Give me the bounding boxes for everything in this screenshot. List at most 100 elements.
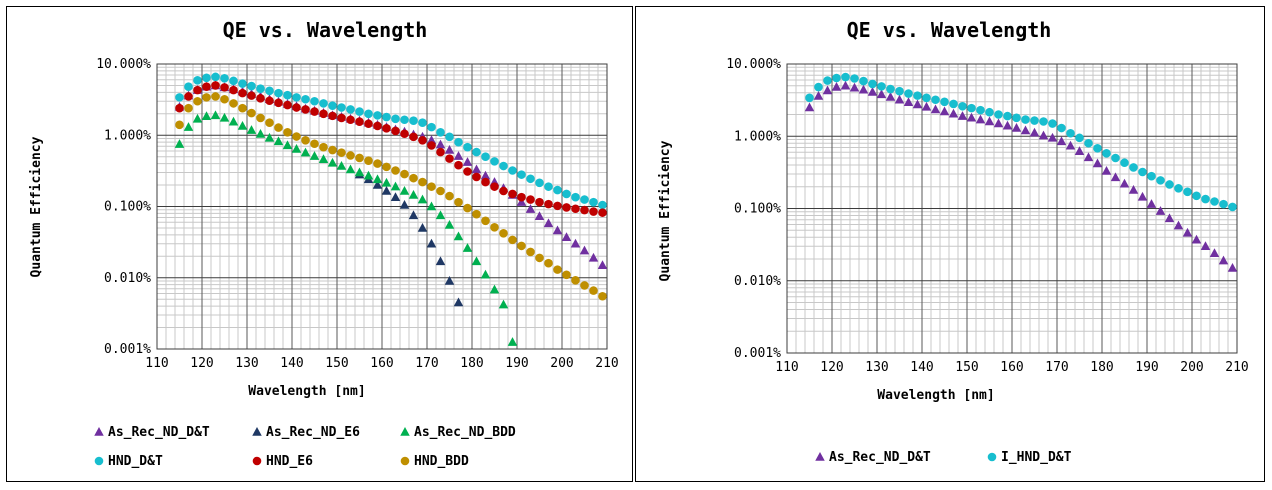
data-point bbox=[210, 110, 221, 120]
data-point bbox=[417, 222, 428, 232]
data-point bbox=[247, 91, 256, 100]
data-point bbox=[409, 132, 418, 142]
data-point bbox=[1011, 123, 1022, 132]
data-point bbox=[1093, 144, 1102, 153]
data-point bbox=[841, 72, 850, 82]
data-point bbox=[445, 191, 454, 201]
data-point bbox=[571, 192, 580, 202]
data-point bbox=[247, 81, 256, 91]
data-point bbox=[976, 105, 985, 115]
data-point bbox=[265, 118, 274, 128]
data-point bbox=[958, 101, 967, 111]
data-point bbox=[895, 86, 904, 96]
data-point bbox=[274, 123, 283, 132]
y-axis-label: Quantum Efficiency bbox=[29, 136, 44, 277]
data-point bbox=[1228, 202, 1237, 212]
data-point bbox=[1075, 133, 1084, 143]
data-point bbox=[1146, 199, 1157, 208]
series-2 bbox=[174, 110, 518, 346]
data-point bbox=[525, 204, 536, 213]
data-point bbox=[382, 162, 391, 172]
x-tick-label: 180 bbox=[1090, 360, 1113, 375]
legend: As_Rec_ND_D&T As_Rec_ND_E6 As_Rec_ND_BDD HN… bbox=[94, 425, 516, 469]
data-point bbox=[472, 172, 481, 182]
data-point bbox=[462, 243, 473, 252]
data-point bbox=[1164, 213, 1175, 223]
data-point bbox=[183, 122, 194, 131]
data-point bbox=[598, 200, 607, 210]
data-point bbox=[859, 76, 868, 86]
data-point bbox=[1129, 163, 1138, 172]
chart-panel-left: QE vs. Wavelength Wavelength [nm] Quantu… bbox=[6, 6, 633, 482]
legend-label: I_HND_D&T bbox=[1001, 450, 1072, 465]
data-point bbox=[184, 92, 193, 101]
data-point bbox=[336, 161, 347, 170]
legend-label: As_Rec_ND_BDD bbox=[414, 425, 516, 440]
data-point bbox=[975, 114, 986, 124]
data-point bbox=[489, 284, 500, 294]
x-axis-label: Wavelength [nm] bbox=[248, 384, 365, 399]
series-1 bbox=[805, 72, 1237, 212]
data-point bbox=[318, 154, 329, 164]
data-point bbox=[894, 94, 905, 104]
data-point bbox=[985, 107, 994, 117]
y-axis-label: Quantum Efficiency bbox=[658, 140, 673, 281]
data-point bbox=[310, 107, 319, 116]
data-point bbox=[1030, 116, 1039, 125]
data-point bbox=[355, 117, 364, 126]
data-point bbox=[579, 245, 590, 255]
data-point bbox=[507, 337, 518, 346]
data-point bbox=[382, 124, 391, 133]
data-point bbox=[543, 218, 554, 228]
data-point bbox=[571, 204, 580, 214]
grid bbox=[786, 63, 1238, 354]
x-tick-label: 130 bbox=[865, 360, 888, 375]
data-point bbox=[1110, 172, 1121, 182]
data-point bbox=[1183, 187, 1192, 197]
data-point bbox=[1003, 111, 1012, 121]
data-point bbox=[534, 211, 545, 220]
data-point bbox=[283, 90, 292, 100]
data-point bbox=[220, 83, 229, 92]
data-point bbox=[211, 72, 220, 82]
legend-label: HND_D&T bbox=[108, 454, 163, 469]
data-point bbox=[364, 119, 373, 129]
data-point bbox=[264, 132, 275, 142]
data-point bbox=[436, 128, 445, 137]
data-point bbox=[1227, 263, 1238, 272]
data-point bbox=[553, 185, 562, 195]
data-point bbox=[535, 197, 544, 207]
data-point bbox=[390, 181, 401, 191]
data-point bbox=[228, 116, 239, 126]
data-point bbox=[1047, 132, 1058, 142]
data-point bbox=[346, 115, 355, 125]
data-point bbox=[471, 256, 482, 266]
data-point bbox=[949, 99, 958, 109]
data-point bbox=[553, 265, 562, 274]
data-point bbox=[1074, 146, 1085, 155]
data-point bbox=[886, 84, 895, 94]
data-point bbox=[238, 79, 247, 88]
data-point bbox=[940, 97, 949, 107]
data-point bbox=[426, 201, 437, 211]
x-tick-label: 170 bbox=[1045, 360, 1068, 375]
data-point bbox=[292, 93, 301, 102]
data-point bbox=[823, 76, 832, 85]
data-point bbox=[930, 104, 941, 114]
data-point bbox=[256, 113, 265, 123]
x-tick-label: 130 bbox=[235, 356, 258, 371]
data-point bbox=[408, 190, 419, 199]
legend-label: As_Rec_ND_D&T bbox=[108, 425, 210, 440]
x-tick-label: 180 bbox=[460, 356, 483, 371]
data-point bbox=[364, 156, 373, 165]
data-point bbox=[382, 112, 391, 122]
data-point bbox=[562, 189, 571, 199]
legend-label: HND_BDD bbox=[414, 454, 469, 469]
data-point bbox=[381, 177, 392, 187]
data-point bbox=[1147, 171, 1156, 181]
data-point bbox=[229, 85, 238, 95]
data-point bbox=[355, 153, 364, 163]
data-point bbox=[1038, 130, 1049, 140]
data-point bbox=[453, 151, 464, 160]
